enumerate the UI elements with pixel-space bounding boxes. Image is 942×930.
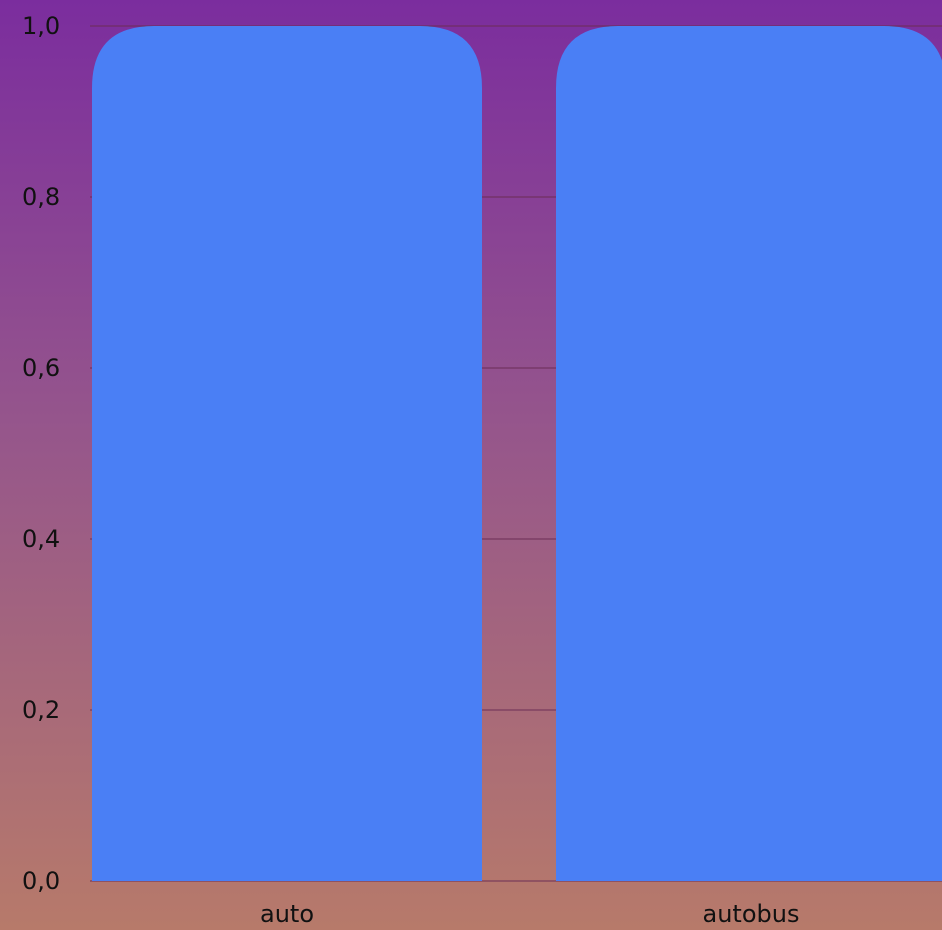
x-category-label: auto <box>260 900 314 928</box>
y-tick-label: 0,4 <box>22 525 60 553</box>
y-tick-label: 0,2 <box>22 696 60 724</box>
bar-autobus <box>556 26 942 881</box>
y-tick-label: 0,0 <box>22 867 60 895</box>
y-axis-tick-labels: 0,0 0,2 0,4 0,6 0,8 1,0 <box>22 12 60 895</box>
y-tick-label: 0,6 <box>22 354 60 382</box>
x-axis-category-labels: auto autobus <box>260 900 799 928</box>
bars <box>92 26 942 881</box>
x-category-label: autobus <box>703 900 800 928</box>
y-tick-label: 0,8 <box>22 183 60 211</box>
bar-auto <box>92 26 482 881</box>
y-tick-label: 1,0 <box>22 12 60 40</box>
